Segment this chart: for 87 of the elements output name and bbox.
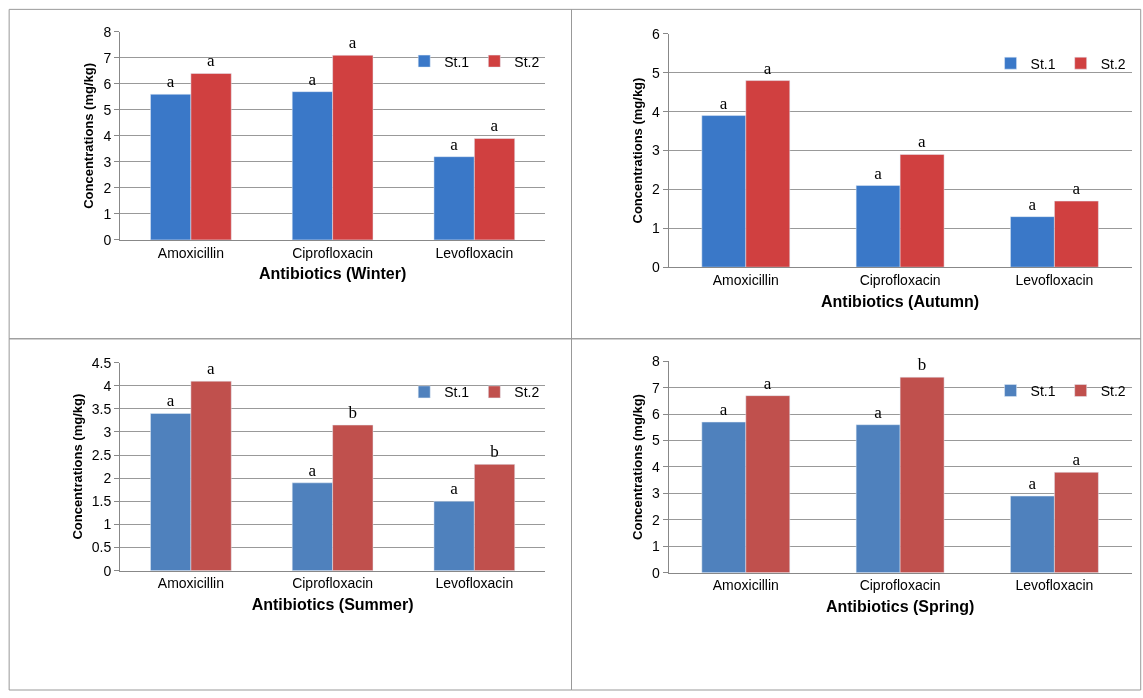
data-label: a	[1072, 179, 1081, 199]
legend-label: St.2	[514, 384, 540, 401]
y-tick-label: 0	[103, 231, 112, 248]
legend-label: St.2	[1100, 55, 1126, 72]
y-tick-label: 2	[103, 179, 112, 196]
y-tick-label: 3.5	[91, 400, 112, 417]
y-tick-label: 4	[652, 103, 661, 120]
y-tick-label: 6	[652, 25, 661, 42]
y-tick-label: 0	[652, 259, 661, 276]
data-label: a	[308, 69, 317, 89]
data-label: a	[763, 58, 772, 78]
data-label: a	[207, 51, 216, 71]
x-tick-label: Levofloxacin	[435, 244, 514, 261]
data-label: b	[490, 442, 499, 462]
y-tick-label: 2	[652, 181, 661, 198]
data-label: a	[166, 391, 175, 411]
data-label: a	[763, 373, 772, 393]
y-tick-label: 0	[103, 562, 112, 579]
y-tick-label: 4	[103, 127, 112, 144]
y-tick-label: 7	[652, 379, 661, 396]
y-axis-title: Concentrations (mg/kg)	[81, 62, 97, 209]
data-label: a	[308, 460, 317, 480]
data-label: a	[874, 163, 883, 183]
data-label: a	[348, 33, 357, 53]
y-tick-label: 2	[652, 511, 661, 528]
x-tick-label: Levofloxacin	[1015, 271, 1094, 288]
y-axis-title: Concentrations (mg/kg)	[69, 393, 85, 540]
legend-label: St.1	[444, 384, 470, 401]
y-tick-label: 4	[652, 458, 661, 475]
data-label: a	[719, 400, 728, 420]
y-tick-label: 1	[103, 516, 112, 533]
y-tick-label: 1	[652, 538, 661, 555]
y-tick-label: 1	[103, 205, 112, 222]
data-label: a	[207, 359, 216, 379]
y-tick-label: 4.5	[91, 354, 112, 371]
legend-label: St.2	[1100, 382, 1126, 399]
x-tick-label: Ciprofloxacin	[292, 244, 374, 261]
x-tick-label: Ciprofloxacin	[292, 575, 374, 592]
y-tick-label: 1	[652, 220, 661, 237]
x-tick-label: Amoxicillin	[157, 575, 224, 592]
y-tick-label: 3	[652, 142, 661, 159]
data-label: a	[450, 134, 459, 154]
y-tick-label: 0.5	[91, 539, 112, 556]
y-tick-label: 5	[652, 64, 661, 81]
y-axis-title: Concentrations (mg/kg)	[630, 394, 646, 540]
data-label: a	[1028, 474, 1037, 494]
x-axis-title: Antibiotics (Summer)	[251, 596, 414, 614]
y-tick-label: 1.5	[91, 493, 112, 510]
data-label: a	[450, 479, 459, 499]
legend-label: St.2	[514, 53, 540, 70]
x-tick-label: Levofloxacin	[435, 575, 514, 592]
y-tick-label: 3	[103, 153, 112, 170]
x-axis-title: Antibiotics (Autumn)	[821, 292, 980, 310]
y-tick-label: 0	[652, 564, 661, 581]
data-label: a	[719, 93, 728, 113]
y-tick-label: 2	[103, 470, 112, 487]
y-tick-label: 3	[103, 423, 112, 440]
data-label: b	[917, 355, 927, 375]
data-label: a	[1028, 194, 1037, 214]
data-label: a	[166, 72, 175, 92]
y-tick-label: 3	[652, 485, 661, 502]
y-tick-label: 5	[103, 101, 112, 118]
x-axis-title: Antibiotics (Winter)	[258, 265, 407, 283]
legend-label: St.1	[444, 53, 470, 70]
y-tick-label: 7	[103, 49, 112, 66]
y-tick-label: 6	[652, 406, 661, 423]
data-label: a	[490, 116, 499, 136]
y-tick-label: 4	[103, 377, 112, 394]
y-tick-label: 6	[103, 75, 112, 92]
y-tick-label: 8	[652, 353, 661, 370]
x-tick-label: Ciprofloxacin	[859, 271, 941, 288]
x-axis-title: Antibiotics (Spring)	[825, 598, 975, 616]
data-label: a	[1072, 450, 1081, 470]
data-label: a	[918, 132, 927, 152]
y-axis-title: Concentrations (mg/kg)	[630, 77, 646, 224]
data-label: a	[874, 402, 883, 422]
legend-label: St.1	[1030, 55, 1056, 72]
y-tick-label: 2.5	[91, 446, 112, 463]
x-tick-label: Amoxicillin	[712, 271, 779, 288]
data-label: b	[348, 403, 358, 423]
x-tick-label: Levofloxacin	[1015, 577, 1094, 594]
x-tick-label: Ciprofloxacin	[859, 577, 941, 594]
y-tick-label: 8	[103, 23, 112, 40]
y-tick-label: 5	[652, 432, 661, 449]
x-tick-label: Amoxicillin	[157, 244, 224, 261]
x-tick-label: Amoxicillin	[712, 577, 779, 594]
legend-label: St.1	[1030, 382, 1056, 399]
